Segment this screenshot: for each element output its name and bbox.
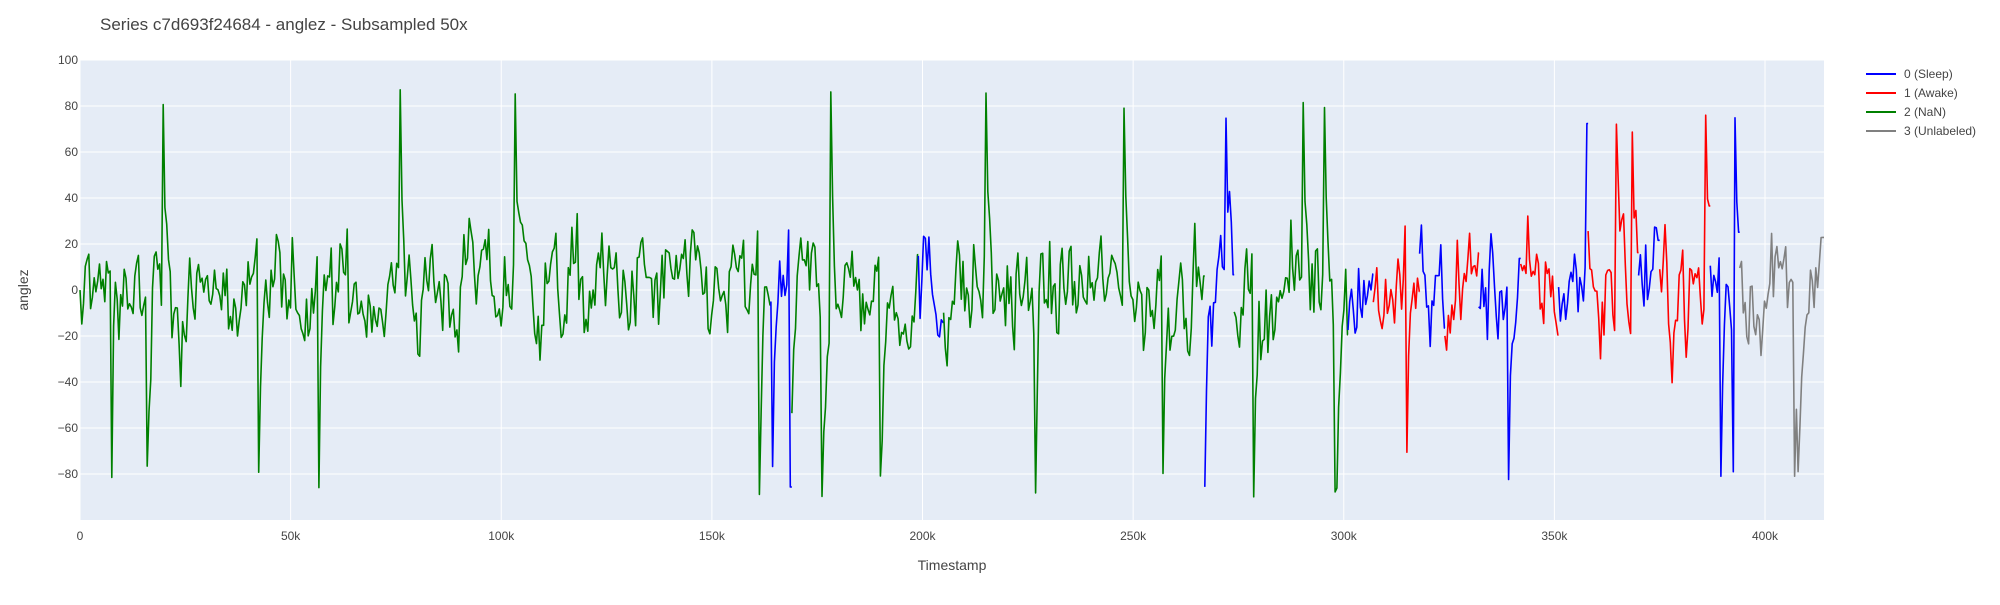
x-tick-labels: 0 50k 100k 150k 200k 250k 300k 350k 400k [77, 529, 1779, 543]
series-line [1418, 224, 1446, 348]
series-line [1637, 226, 1660, 307]
legend-label: 1 (Awake) [1904, 86, 1958, 100]
grid-lines [79, 59, 1824, 520]
x-tick-label: 150k [699, 529, 726, 543]
legend-item[interactable]: 0 (Sleep) [1866, 67, 1953, 81]
x-tick-label: 300k [1331, 529, 1358, 543]
series-line [1519, 215, 1559, 336]
series-line [1709, 117, 1740, 478]
y-tick-label: −40 [58, 375, 79, 389]
series-line [917, 235, 944, 338]
y-tick-label: 100 [58, 53, 78, 67]
series-line [1204, 117, 1235, 487]
series-line [1738, 232, 1824, 478]
y-tick-label: −80 [58, 467, 79, 481]
y-tick-label: −60 [58, 421, 79, 435]
x-tick-label: 50k [281, 529, 301, 543]
y-tick-label: 0 [71, 283, 78, 297]
y-tick-label: 60 [65, 145, 79, 159]
x-tick-label: 100k [488, 529, 515, 543]
y-tick-label: 20 [65, 237, 79, 251]
legend-label: 2 (NaN) [1904, 105, 1946, 119]
legend-item[interactable]: 3 (Unlabeled) [1866, 124, 1976, 138]
x-tick-label: 250k [1120, 529, 1147, 543]
y-tick-label: −20 [58, 329, 79, 343]
x-tick-label: 200k [909, 529, 936, 543]
x-tick-label: 350k [1541, 529, 1568, 543]
series-line [1587, 123, 1639, 360]
y-tick-label: 40 [65, 191, 79, 205]
y-tick-label: 80 [65, 99, 79, 113]
series-line [791, 91, 919, 498]
x-tick-label: 400k [1752, 529, 1779, 543]
y-axis-title: anglez [15, 269, 31, 310]
legend-label: 3 (Unlabeled) [1904, 124, 1976, 138]
chart-title: Series c7d693f24684 - anglez - Subsample… [100, 15, 468, 34]
series-line [1478, 233, 1521, 481]
y-tick-labels: −80 −60 −40 −20 0 20 40 60 80 100 [58, 53, 79, 481]
series-line [942, 92, 1205, 494]
legend-label: 0 (Sleep) [1904, 67, 1953, 81]
series-line [1233, 101, 1349, 498]
series-line [1372, 225, 1421, 454]
series-line [1444, 232, 1480, 351]
series-line [79, 89, 771, 496]
legend[interactable]: 0 (Sleep) 1 (Awake) 2 (NaN) 3 (Unlabeled) [1866, 67, 1976, 138]
series-line [1658, 114, 1711, 384]
series-line [770, 229, 792, 488]
x-axis-title: Timestamp [918, 557, 987, 573]
legend-item[interactable]: 1 (Awake) [1866, 86, 1958, 100]
series-line [1557, 122, 1589, 322]
series-line [1347, 267, 1374, 334]
series-lines [79, 89, 1824, 498]
legend-item[interactable]: 2 (NaN) [1866, 105, 1946, 119]
x-tick-label: 0 [77, 529, 84, 543]
